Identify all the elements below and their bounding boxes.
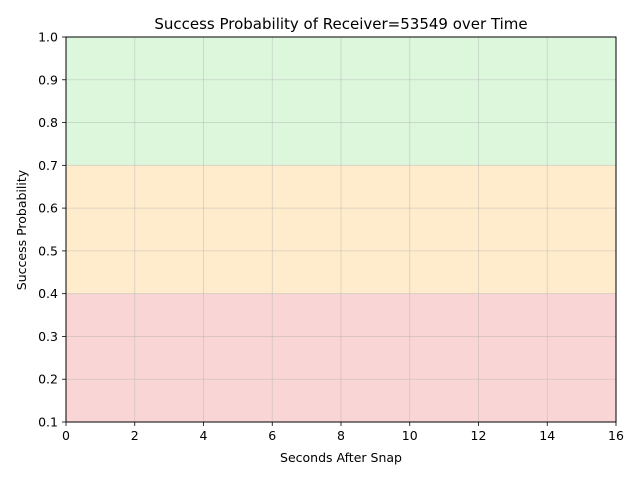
y-axis-label: Success Probability (14, 169, 29, 290)
y-tick-label: 1.0 (38, 30, 58, 45)
y-axis: 0.1 0.2 0.3 0.4 0.5 0.6 0.7 0.8 0.9 1.0 (38, 30, 66, 430)
x-tick-label: 10 (402, 428, 418, 443)
x-tick-label: 12 (471, 428, 487, 443)
x-tick-label: 8 (337, 428, 345, 443)
x-tick-label: 2 (131, 428, 139, 443)
x-tick-label: 16 (608, 428, 624, 443)
y-tick-label: 0.3 (38, 329, 58, 344)
y-tick-label: 0.6 (38, 201, 58, 216)
x-axis-label: Seconds After Snap (280, 450, 402, 465)
x-tick-label: 4 (200, 428, 208, 443)
y-tick-label: 0.4 (38, 286, 58, 301)
y-tick-label: 0.2 (38, 372, 58, 387)
x-tick-label: 6 (268, 428, 276, 443)
x-tick-label: 14 (539, 428, 555, 443)
y-tick-label: 0.7 (38, 158, 58, 173)
y-tick-label: 0.9 (38, 72, 58, 87)
y-tick-label: 0.5 (38, 243, 58, 258)
chart-title: Success Probability of Receiver=53549 ov… (154, 15, 527, 33)
y-tick-label: 0.1 (38, 415, 58, 430)
y-tick-label: 0.8 (38, 115, 58, 130)
x-tick-label: 0 (62, 428, 70, 443)
x-axis: 0 2 4 6 8 10 12 14 16 (62, 422, 624, 443)
